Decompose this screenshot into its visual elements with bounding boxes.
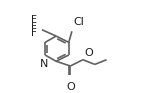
Text: O: O bbox=[66, 82, 75, 92]
Text: Cl: Cl bbox=[74, 17, 84, 27]
Text: O: O bbox=[85, 48, 93, 58]
Text: F: F bbox=[31, 28, 36, 38]
Text: F: F bbox=[31, 22, 36, 32]
Text: F: F bbox=[31, 15, 36, 25]
Text: N: N bbox=[40, 59, 48, 69]
